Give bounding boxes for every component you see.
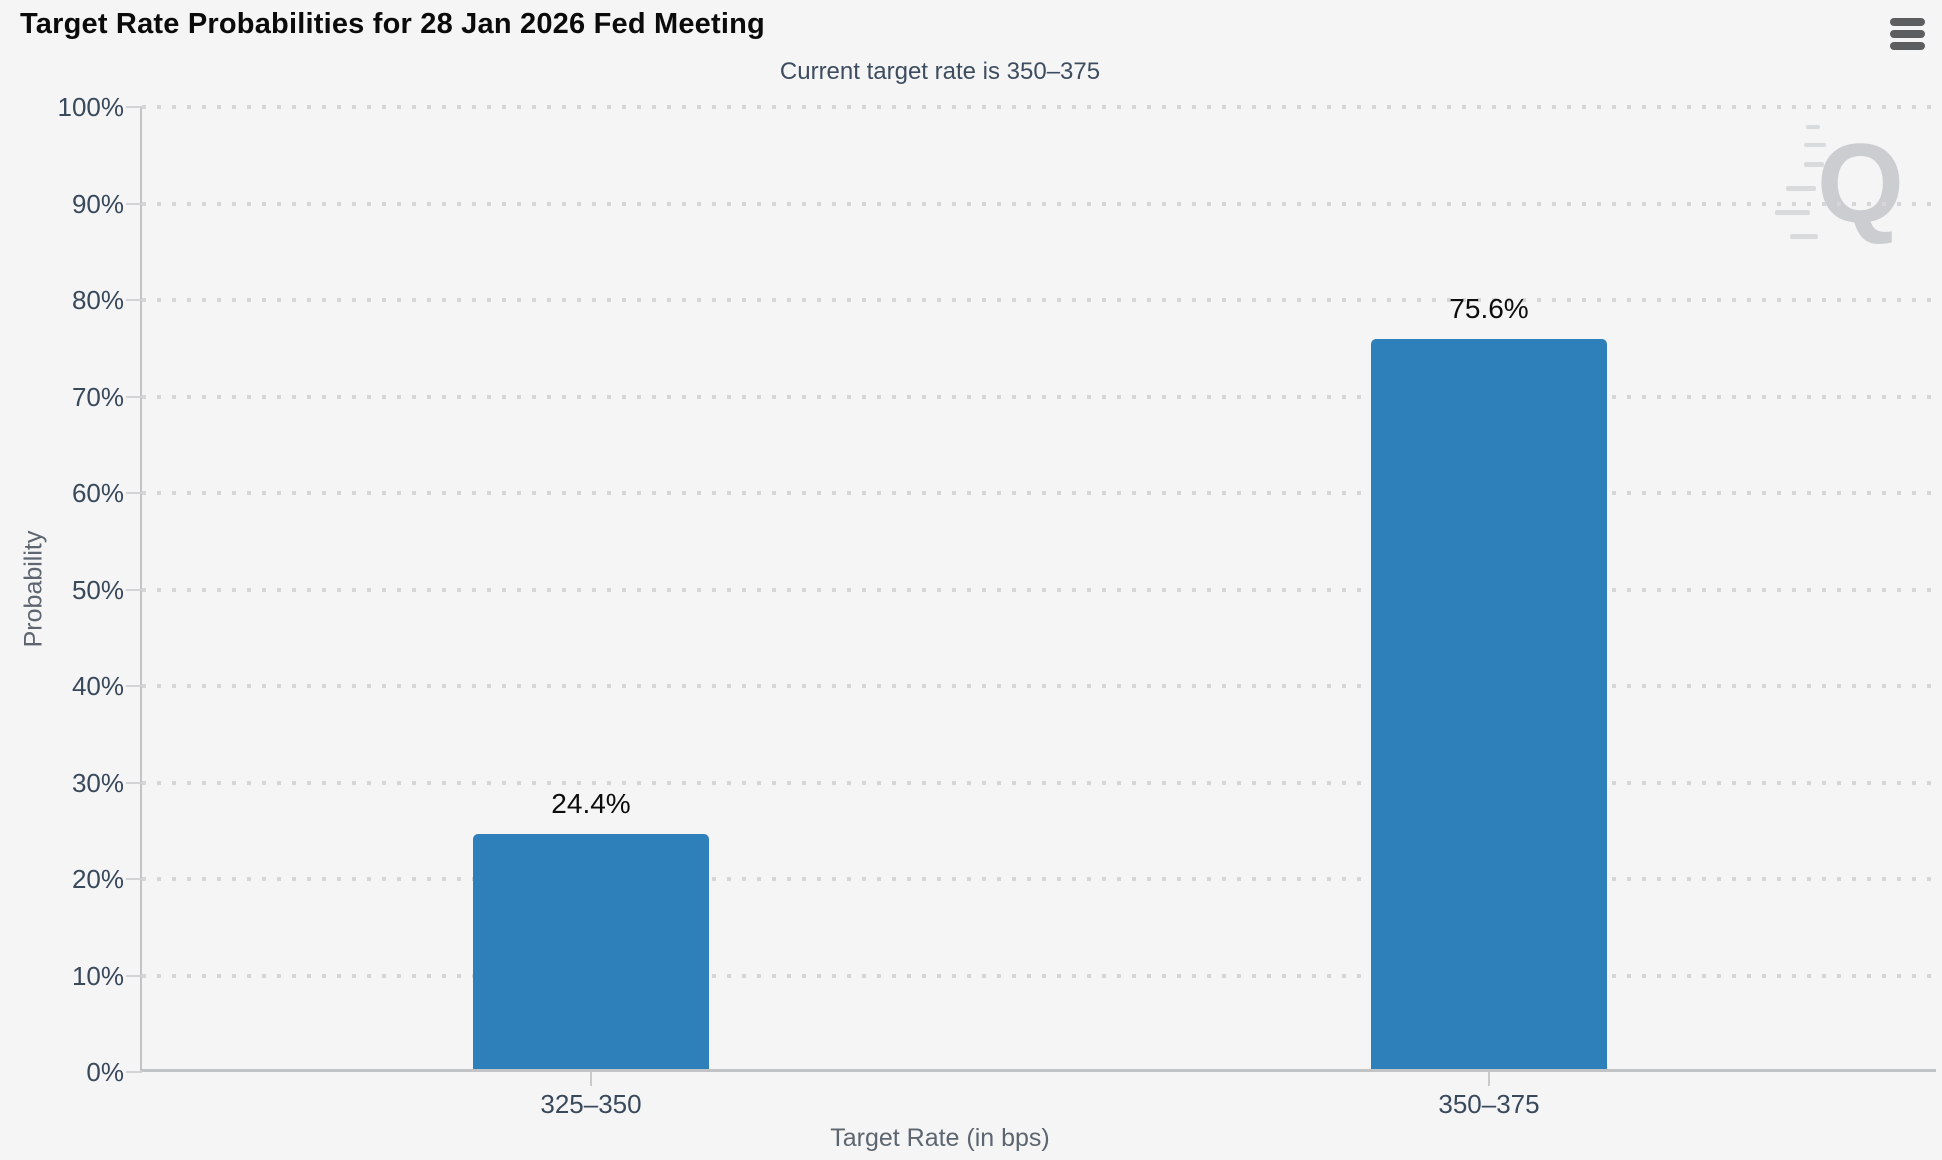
y-tick-mark xyxy=(126,1071,142,1073)
y-tick-mark xyxy=(126,202,142,205)
gridline-80% xyxy=(142,298,1936,302)
y-tick-mark xyxy=(126,781,142,784)
hamburger-icon xyxy=(1890,30,1925,38)
gridline-30% xyxy=(142,780,1936,785)
bar-value-label-350-375: 75.6% xyxy=(1449,293,1529,325)
y-tick-label: 50% xyxy=(71,574,124,605)
y-tick-label: 0% xyxy=(86,1057,124,1087)
hamburger-icon xyxy=(1890,42,1925,50)
menu-button[interactable] xyxy=(1890,17,1926,51)
gridline-60% xyxy=(142,491,1936,495)
gridline-70% xyxy=(142,394,1936,399)
y-tick-mark xyxy=(126,878,142,880)
y-tick-label: 60% xyxy=(71,478,124,508)
chart-title: Target Rate Probabilities for 28 Jan 202… xyxy=(20,8,765,40)
chart-subtitle: Current target rate is 350–375 xyxy=(779,58,1101,85)
y-tick-label: 100% xyxy=(57,92,125,122)
y-tick-mark xyxy=(126,492,142,494)
x-tick-label-325-350: 325–350 xyxy=(540,1089,642,1119)
y-tick-label: 80% xyxy=(71,285,124,315)
y-tick-mark xyxy=(126,974,142,977)
y-tick-mark xyxy=(126,588,142,591)
x-tick-mark xyxy=(1488,1072,1490,1086)
x-axis-title: Target Rate (in bps) xyxy=(830,1124,1050,1152)
y-tick-label: 40% xyxy=(71,671,124,701)
x-tick-mark xyxy=(590,1072,592,1086)
y-tick-label: 30% xyxy=(71,767,124,798)
y-tick-label: 20% xyxy=(71,864,124,894)
hamburger-icon xyxy=(1890,18,1925,26)
y-tick-mark xyxy=(126,395,142,398)
gridline-20% xyxy=(142,877,1936,881)
y-tick-label: 10% xyxy=(71,960,124,991)
bar-value-label-325-350: 24.4% xyxy=(551,787,631,819)
bar-325-350[interactable] xyxy=(473,833,709,1069)
gridline-40% xyxy=(142,684,1936,688)
y-tick-mark xyxy=(126,685,142,687)
y-tick-mark xyxy=(126,299,142,301)
gridline-10% xyxy=(142,973,1936,978)
gridline-100% xyxy=(142,105,1936,109)
plot-area: 0% 10% 20% 30% 40% 50% 60% 70% 80% 90% 100% 24.4% 32… xyxy=(58,92,1936,1119)
y-tick-label: 70% xyxy=(71,381,124,412)
y-tick-mark xyxy=(126,106,142,108)
gridline-50% xyxy=(142,587,1936,592)
x-tick-label-350-375: 350–375 xyxy=(1438,1089,1540,1119)
gridline-90% xyxy=(142,201,1936,206)
y-axis-title: Probability xyxy=(19,530,48,648)
y-tick-label: 90% xyxy=(71,188,124,219)
bar-350-375[interactable] xyxy=(1371,339,1607,1069)
